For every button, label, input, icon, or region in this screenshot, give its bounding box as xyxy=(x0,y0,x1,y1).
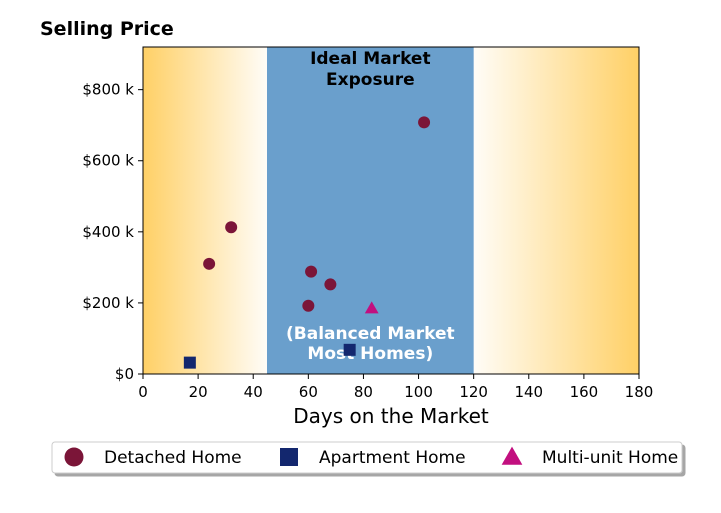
detached-home-legend-marker xyxy=(64,447,84,467)
annotation-top-line: Ideal Market xyxy=(310,49,431,69)
x-axis-title: Days on the Market xyxy=(293,404,489,428)
x-tick-label: 20 xyxy=(189,383,208,401)
detached-home-point xyxy=(225,221,238,234)
legend-label: Multi-unit Home xyxy=(542,448,678,468)
x-tick-label: 100 xyxy=(404,383,433,401)
gradient-right-region xyxy=(473,47,639,374)
y-tick-label: $400 k xyxy=(82,223,134,241)
y-tick-label: $600 k xyxy=(82,152,134,170)
legend-box xyxy=(51,441,683,474)
detached-home-point xyxy=(203,257,216,270)
data-points xyxy=(183,116,431,369)
annotation-top-line: Exposure xyxy=(326,70,415,90)
x-tick-label: 180 xyxy=(625,383,654,401)
x-tick-label: 120 xyxy=(459,383,488,401)
detached-home-point xyxy=(324,278,337,291)
annotation-bottom-line: Most Homes) xyxy=(307,344,433,364)
gradient-left-region xyxy=(143,47,267,374)
multi-unit-home-legend-marker xyxy=(501,446,523,465)
x-tick-label: 40 xyxy=(244,383,263,401)
detached-home-point xyxy=(418,116,431,129)
ideal-exposure-band xyxy=(267,47,474,374)
plot-border xyxy=(142,46,640,375)
plot-background xyxy=(143,47,639,374)
annotation-bottom-line: (Balanced Market xyxy=(286,324,455,344)
y-tick-label: $200 k xyxy=(82,294,134,312)
chart-title: Selling Price xyxy=(40,18,174,40)
y-tick-label: $800 k xyxy=(82,81,134,99)
x-tick-label: 160 xyxy=(570,383,599,401)
detached-home-point xyxy=(302,299,315,312)
legend-label: Detached Home xyxy=(104,448,242,468)
multi-unit-home-point xyxy=(364,301,379,314)
y-axis: $0 $200 k $400 k $600 k $800 k xyxy=(82,81,143,383)
legend: Detached Home Apartment Home Multi-unit Ho… xyxy=(51,441,683,474)
detached-home-point xyxy=(305,265,318,278)
y-tick-label: $0 xyxy=(115,365,134,383)
x-tick-label: 60 xyxy=(299,383,318,401)
x-tick-label: 140 xyxy=(514,383,543,401)
plot-frame xyxy=(142,46,640,375)
x-tick-label: 0 xyxy=(138,383,148,401)
legend-label: Apartment Home xyxy=(319,448,466,468)
x-tick-label: 80 xyxy=(354,383,373,401)
apartment-home-point xyxy=(343,343,356,356)
apartment-home-point xyxy=(183,356,196,369)
apartment-home-legend-marker xyxy=(280,448,298,466)
x-axis: 0 20 40 60 80 100 120 140 160 180 xyxy=(138,374,653,401)
